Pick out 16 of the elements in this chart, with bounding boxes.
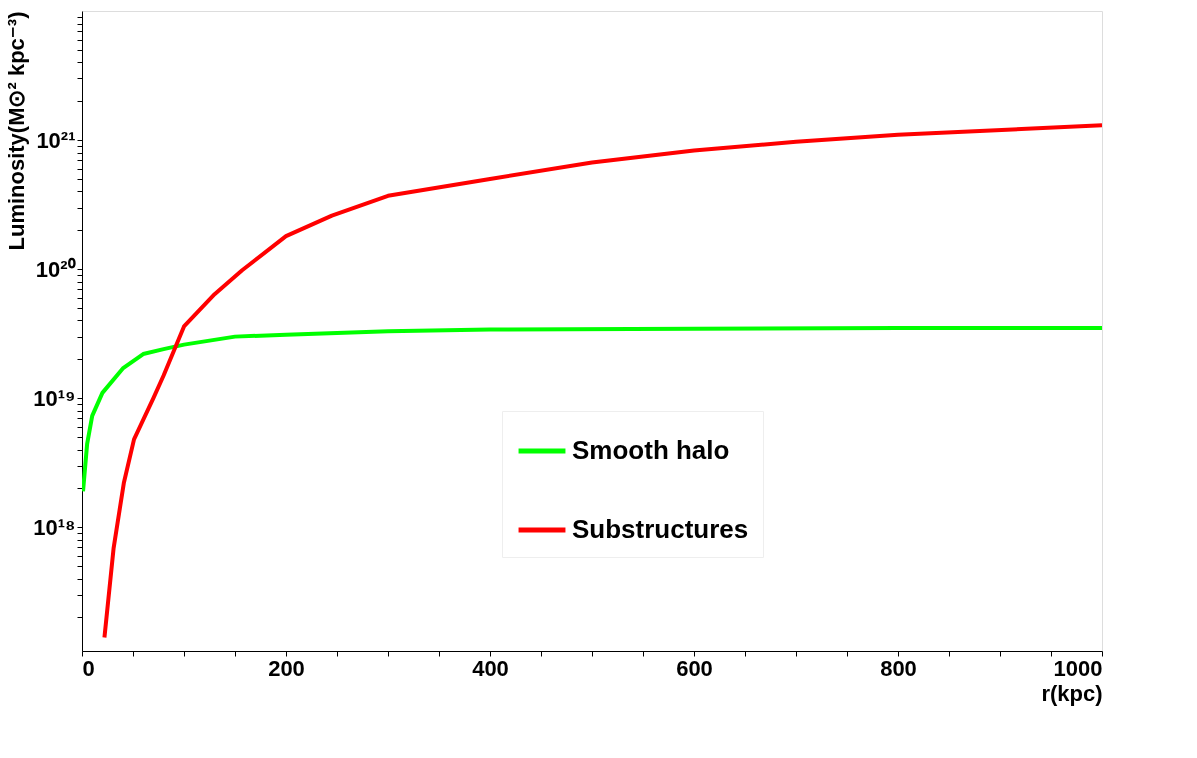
- x-tick-label: 800: [880, 655, 917, 681]
- x-tick-label: 1000: [1053, 655, 1103, 681]
- y-axis-title: Luminosity(M⊙² kpc⁻³): [4, 11, 30, 251]
- x-tick-label: 600: [676, 655, 713, 681]
- legend-label: Smooth halo: [572, 435, 730, 465]
- y-tick-label: 10¹⁹: [33, 385, 76, 411]
- line-series: [82, 325, 1102, 494]
- y-tick-label: 10²⁰: [35, 256, 76, 282]
- y-tick-label: 10¹⁸: [33, 514, 76, 540]
- x-tick-label: 0: [82, 655, 95, 681]
- line-series: [102, 123, 1102, 640]
- y-tick-label: 10²¹: [36, 127, 76, 153]
- x-axis-title: r(kpc): [1041, 680, 1103, 706]
- x-tick-label: 200: [268, 655, 305, 681]
- legend-label: Substructures: [572, 514, 749, 544]
- x-tick-label: 400: [472, 655, 509, 681]
